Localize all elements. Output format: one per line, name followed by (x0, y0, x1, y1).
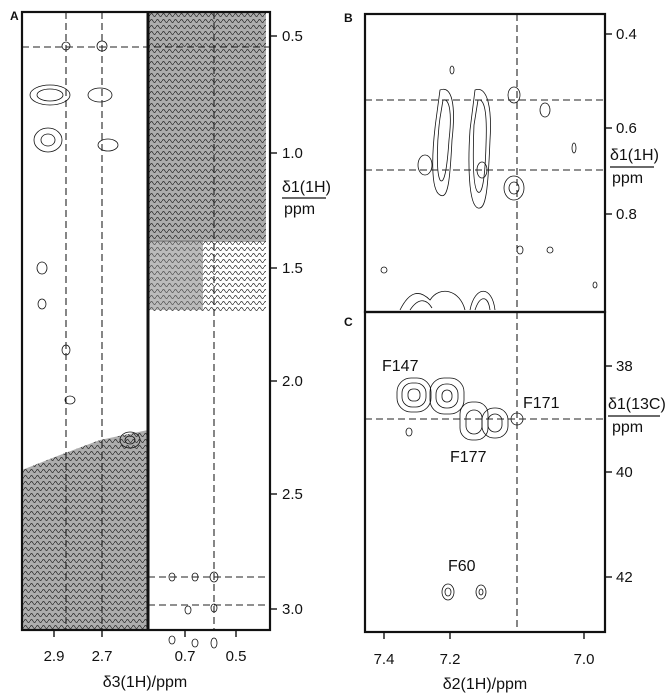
peak (435, 383, 459, 409)
panel-c-y-units: ppm (612, 419, 643, 436)
panel-a-x-title: δ3(1H)/ppm (103, 674, 187, 691)
panel-c-y-ticks: 38 40 42 (605, 358, 633, 586)
peak (97, 138, 119, 152)
peak-label-f171: F171 (523, 395, 560, 412)
panel-b: B (344, 11, 659, 314)
x-tick-label: 7.0 (574, 651, 595, 668)
peak (539, 102, 551, 118)
dense-contour-texture-lower (22, 430, 148, 630)
x-tick-label: 0.7 (175, 648, 196, 665)
y-tick-label: 42 (616, 569, 633, 586)
panel-b-y-title: δ1(1H) (610, 147, 659, 164)
peak (432, 88, 454, 197)
peak (487, 413, 503, 433)
y-tick-label: 0.5 (282, 28, 303, 45)
dense-contour-region-mid (148, 240, 203, 310)
peak (64, 395, 76, 405)
peak (124, 435, 136, 445)
x-tick-label: 2.9 (44, 648, 65, 665)
peak (191, 638, 199, 648)
x-tick-label: 0.5 (226, 648, 247, 665)
panel-c-x-title: δ2(1H)/ppm (443, 676, 527, 693)
peak (436, 99, 451, 182)
peak (503, 175, 525, 201)
peak (405, 427, 413, 437)
peak (475, 584, 487, 600)
peak (508, 181, 520, 195)
peak (184, 605, 192, 615)
y-tick-label: 40 (616, 464, 633, 481)
peak (399, 290, 466, 311)
x-tick-label: 2.7 (92, 648, 113, 665)
x-tick-label: 7.2 (440, 651, 461, 668)
peak (36, 261, 48, 275)
peak (465, 409, 483, 435)
panel-b-peaks (380, 65, 598, 311)
y-tick-label: 2.5 (282, 486, 303, 503)
peak (449, 65, 455, 75)
peak (469, 291, 496, 311)
panel-a-y-title: δ1(1H) (282, 179, 331, 196)
peak (396, 377, 432, 413)
peak (592, 281, 598, 289)
x-tick-label: 7.4 (374, 651, 395, 668)
peak (36, 88, 64, 102)
y-tick-label: 1.0 (282, 145, 303, 162)
y-tick-label: 0.4 (616, 26, 637, 43)
y-tick-label: 0.8 (616, 206, 637, 223)
panel-c: C F147 F171 F177 F60 (344, 310, 666, 693)
panel-a-x-ticks: 2.9 2.7 0.7 0.5 (44, 630, 247, 665)
peak (33, 127, 63, 153)
panel-a-left-strip-contours (22, 430, 148, 630)
peak (409, 300, 433, 311)
peak-label-f147: F147 (382, 358, 419, 375)
y-tick-label: 38 (616, 358, 633, 375)
y-tick-label: 3.0 (282, 601, 303, 618)
peak (380, 266, 388, 274)
peak (401, 382, 427, 408)
panel-c-letter: C (344, 315, 353, 329)
panel-b-y-units: ppm (612, 170, 643, 187)
y-tick-label: 2.0 (282, 373, 303, 390)
peak (516, 245, 524, 255)
y-tick-label: 0.6 (616, 120, 637, 137)
peak (417, 154, 433, 176)
peak (168, 635, 176, 645)
panel-a-letter: A (10, 9, 19, 23)
peak (210, 637, 218, 649)
peak (119, 431, 141, 449)
peak-label-f60: F60 (448, 558, 476, 575)
peak (444, 587, 452, 597)
peak (29, 84, 71, 106)
panel-a-y-units: ppm (284, 201, 315, 218)
panel-b-y-ticks: 0.4 0.6 0.8 (605, 26, 637, 223)
peak (546, 246, 554, 254)
peak (474, 298, 491, 311)
peak (571, 142, 577, 154)
peak (441, 583, 455, 601)
peak (507, 86, 521, 104)
panel-a: A (10, 9, 331, 691)
peak (407, 388, 421, 402)
peak-label-f177: F177 (450, 449, 487, 466)
peak (37, 298, 47, 310)
panel-a-frame (20, 10, 272, 632)
peak (472, 99, 487, 193)
panel-c-peaks (396, 377, 524, 601)
panel-c-x-ticks: 7.4 7.2 7.0 (374, 632, 595, 668)
peak (468, 89, 491, 209)
peak (40, 133, 56, 147)
panel-b-letter: B (344, 11, 353, 25)
y-tick-label: 1.5 (282, 260, 303, 277)
panel-a-y-ticks: 0.5 1.0 1.5 2.0 2.5 3.0 (270, 28, 303, 618)
peak (481, 407, 509, 439)
peak (441, 389, 453, 403)
panel-a-right-strip-contours (148, 12, 266, 312)
peak (87, 87, 113, 103)
panel-c-y-title: δ1(13C) (608, 396, 666, 413)
peak (478, 588, 484, 596)
peak (429, 377, 465, 415)
